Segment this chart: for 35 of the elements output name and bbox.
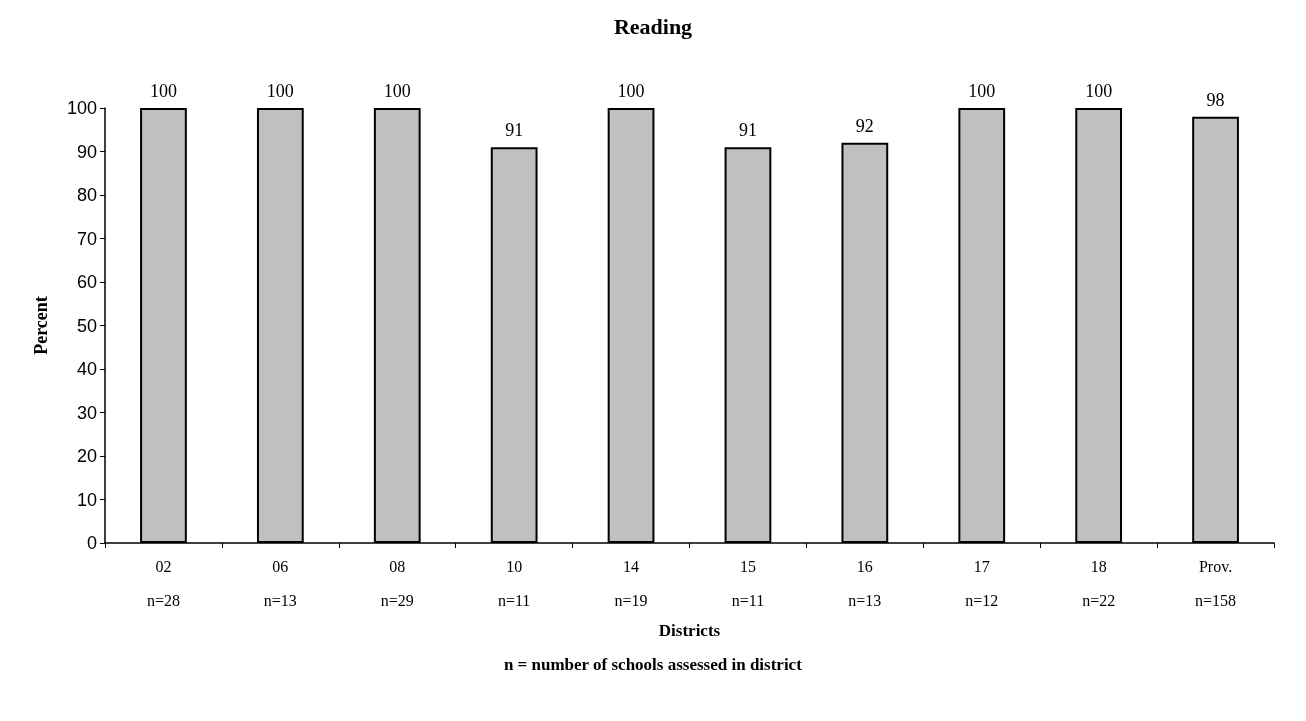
y-tick-label: 60 [76,272,97,292]
chart-title: Reading [613,13,693,39]
x-tick-label: 08 n=29 [380,557,414,609]
data-label: 91 [505,120,524,141]
y-tick-label: 90 [76,141,97,162]
data-label: 91 [738,120,757,141]
data-label: 100 [266,81,294,101]
y-tick-label: 0 [86,533,97,553]
x-tick-label: 17 n=12 [965,557,999,609]
x-tick-label: 06 n=13 [263,557,297,609]
y-tick-label: 80 [76,185,97,205]
data-label: 98 [1206,89,1225,110]
y-tick-label: 30 [76,402,97,423]
data-label: 100 [1085,81,1113,101]
data-label: 100 [617,81,645,101]
data-label: 100 [149,81,177,101]
y-axis-title: Percent [31,296,51,355]
data-label: 100 [383,81,411,101]
y-tick-label: 10 [76,489,97,510]
x-tick-label: Prov. n=158 [1195,557,1237,609]
y-tick-label: 70 [76,228,97,249]
y-tick-label: 40 [76,359,97,379]
x-tick-label: 18 n=22 [1082,557,1116,609]
data-label: 100 [968,81,996,101]
y-tick-label: 20 [76,446,97,466]
data-label: 92 [855,115,874,136]
x-tick-label: 10 n=11 [497,557,531,609]
x-tick-label: 15 n=11 [731,557,765,609]
y-tick-label: 100 [66,98,97,118]
x-tick-label: 14 n=19 [614,557,648,609]
x-tick-label: 02 n=28 [146,557,180,609]
x-tick-label: 16 n=13 [848,557,882,609]
text: n = number of schools assessed in district [503,655,803,674]
y-tick-label: 50 [76,315,97,336]
x-axis-title: Districts [658,620,721,640]
